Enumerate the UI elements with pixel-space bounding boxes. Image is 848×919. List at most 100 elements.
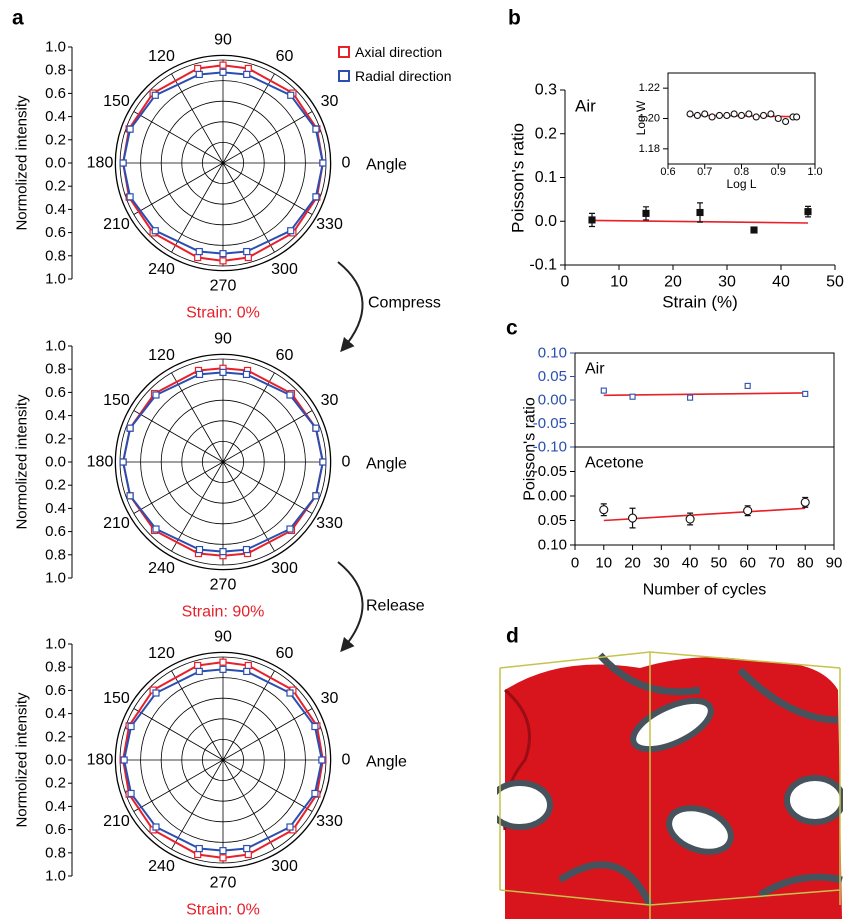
y-tick-label: 0.10: [538, 537, 567, 554]
y-tick-label: 0.0: [535, 213, 557, 230]
angle-label: 330: [316, 515, 343, 532]
angle-label: 210: [103, 216, 130, 233]
angle-label: 300: [271, 560, 298, 577]
spoke: [171, 759, 224, 850]
polar-marker: [194, 661, 202, 670]
spoke: [171, 162, 224, 253]
data-point: [693, 111, 701, 120]
data-point: [759, 111, 768, 120]
angle-label: 0: [342, 752, 351, 769]
angle-label: 120: [148, 48, 175, 65]
polar-marker: [126, 492, 134, 500]
data-point: [745, 110, 753, 118]
y-tick-label: 0.1: [535, 169, 557, 186]
angle-label: 300: [271, 261, 298, 278]
polar-marker: [244, 661, 252, 670]
polar-marker: [312, 193, 320, 201]
angle-label: 90: [214, 331, 232, 348]
angle-label: 270: [210, 875, 237, 892]
panel-label: d: [506, 625, 519, 648]
polar-marker: [126, 193, 134, 201]
angle-label: 60: [276, 645, 294, 662]
polar-marker: [194, 64, 202, 73]
polar-marker: [286, 823, 294, 831]
radial-tick-label: 0.8: [45, 361, 66, 378]
radial-tick-label: 0.4: [45, 500, 66, 517]
x-tick-label: 10: [595, 555, 612, 572]
polar-marker: [244, 64, 252, 73]
spoke: [222, 759, 275, 850]
angle-label: 180: [87, 454, 114, 471]
polar-marker: [311, 789, 319, 798]
polar-marker: [219, 548, 227, 556]
polar-marker: [195, 247, 203, 256]
polar-marker: [219, 368, 227, 376]
data-point: [629, 393, 636, 400]
angle-label: 120: [148, 347, 175, 364]
polar-marker: [195, 70, 203, 79]
polar-marker: [319, 159, 327, 167]
x-tick-label: 60: [739, 555, 756, 572]
polar-marker: [219, 658, 227, 666]
y-axis-label: Normolized intensity: [14, 692, 31, 828]
angle-label: 60: [276, 48, 294, 65]
x-tick-label: 50: [826, 274, 844, 291]
polar-marker: [219, 665, 227, 673]
polar-marker: [219, 250, 227, 258]
polar-marker: [126, 424, 134, 432]
x-tick-label: 80: [797, 555, 814, 572]
y-tick-label: -0.05: [533, 415, 567, 432]
radial-tick-label: 0.4: [45, 201, 66, 218]
spoke: [133, 759, 224, 812]
spoke: [133, 162, 224, 215]
data-point: [743, 506, 753, 516]
radial-tick-label: 0.2: [45, 477, 66, 494]
polar-marker: [127, 789, 135, 798]
radial-tick-label: 0.0: [45, 454, 66, 471]
x-tick-label: 40: [772, 274, 790, 291]
data-point: [793, 113, 801, 121]
strain-label: Strain: 0%: [186, 305, 260, 322]
panel-annotation: Air: [585, 361, 605, 378]
polar-marker: [319, 458, 327, 466]
angle-label: 330: [316, 813, 343, 830]
angle-label: 90: [214, 629, 232, 646]
arrow-label: Compress: [368, 295, 441, 312]
x-tick-label: 70: [768, 555, 785, 572]
panel-annotation: Air: [575, 97, 596, 116]
spoke: [171, 372, 224, 463]
angle-label: 120: [148, 645, 175, 662]
data-point: [599, 505, 609, 515]
x-tick-label: 0: [561, 274, 570, 291]
radial-tick-label: 0.8: [45, 247, 66, 264]
radial-tick-label: 1.0: [45, 271, 66, 288]
spoke: [171, 73, 224, 164]
polar-marker: [152, 823, 160, 831]
radial-tick-label: 0.2: [45, 131, 66, 148]
polar-marker: [195, 545, 204, 554]
angle-label: 30: [321, 392, 339, 409]
polar-marker: [311, 722, 319, 731]
polar-marker: [287, 227, 295, 235]
x-tick-label: 0.9: [771, 166, 786, 178]
angle-label: 300: [271, 858, 298, 875]
x-tick-label: 90: [826, 555, 843, 572]
plot-frame: [574, 352, 835, 448]
polar-marker: [219, 257, 227, 265]
radial-tick-label: 1.0: [45, 868, 66, 885]
polar-marker: [312, 125, 320, 133]
polar-marker: [194, 253, 202, 262]
legend-label: Radial direction: [355, 68, 452, 84]
radial-tick-label: 0.8: [45, 844, 66, 861]
data-point: [737, 111, 746, 120]
angle-axis-label: Angle: [366, 754, 407, 771]
y-tick-label: -0.05: [533, 463, 567, 480]
x-tick-label: 40: [682, 555, 699, 572]
angle-label: 240: [148, 560, 175, 577]
angle-label: 0: [342, 155, 351, 172]
polar-marker: [119, 458, 127, 466]
polar-marker: [312, 424, 320, 432]
x-axis-label: Strain (%): [662, 293, 738, 312]
spoke: [222, 670, 275, 761]
